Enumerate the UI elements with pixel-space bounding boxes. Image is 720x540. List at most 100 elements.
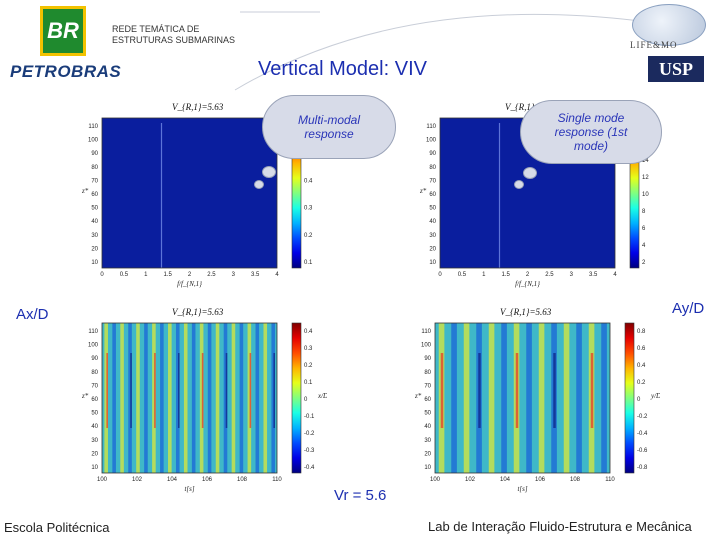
- colorbar-tick-label: 6: [642, 226, 646, 232]
- response-stripe: [576, 323, 582, 473]
- colorbar: [624, 322, 635, 474]
- x-tick-label: 1.5: [501, 272, 510, 278]
- y-tick-label: 100: [426, 138, 437, 144]
- colorbar-tick-label: 0.2: [304, 363, 313, 369]
- usp-logo: USP: [648, 56, 704, 82]
- y-tick-label: 60: [91, 397, 98, 403]
- x-tick-label: 0.5: [458, 272, 467, 278]
- colorbar-tick-label: 0: [304, 397, 308, 403]
- response-stripe: [128, 323, 132, 473]
- response-stripe: [215, 323, 220, 473]
- footer-school: Escola Politécnica: [4, 520, 110, 535]
- x-tick-label: 102: [132, 477, 143, 483]
- x-tick-label: 0: [438, 272, 442, 278]
- x-tick-label: 108: [570, 477, 581, 483]
- plot-bottom-right: V_{R,1}=5.63 110 100 90 80 70 60 50 40 30 20 10 100…: [405, 305, 660, 500]
- plot-frame: [101, 117, 278, 269]
- plot-svg: 110 100 90 80 70 60 50 40 30 20 10 100 102 104 106 108 1…: [414, 322, 660, 493]
- response-peak: [553, 353, 556, 428]
- response-peak: [440, 353, 444, 428]
- x-tick-label: 3.5: [251, 272, 260, 278]
- response-stripe: [451, 323, 457, 473]
- page-title: Vertical Model: VIV: [258, 58, 427, 81]
- reduced-velocity-label: Vr = 5.6: [334, 487, 387, 504]
- response-stripe: [463, 323, 470, 473]
- response-peak: [201, 353, 204, 428]
- page-title-prefix: Vertical Model:: [258, 58, 395, 80]
- colorbar-tick-label: 12: [642, 175, 649, 181]
- y-tick-label: 10: [91, 465, 98, 471]
- page-title-highlight: VIV: [394, 58, 427, 80]
- x-tick-label: 1: [144, 272, 148, 278]
- callout-bubble: [514, 180, 524, 189]
- response-stripe: [271, 323, 276, 473]
- x-tick-label: 110: [605, 477, 615, 483]
- response-stripe: [104, 323, 108, 473]
- colorbar-tick-label: 0.3: [304, 346, 313, 352]
- plot-frame: [434, 322, 611, 474]
- x-tick-label: 1: [482, 272, 486, 278]
- colorbar-tick-label: -0.2: [637, 414, 648, 420]
- response-stripe: [255, 323, 260, 473]
- response-stripe: [563, 323, 570, 473]
- response-stripe: [223, 323, 228, 473]
- callout-text: Single mode response (1st mode): [554, 111, 628, 153]
- response-stripe: [136, 323, 140, 473]
- response-stripe: [191, 323, 196, 473]
- callout-bubble: [254, 180, 264, 189]
- y-tick-label: 20: [424, 451, 431, 457]
- y-tick-label: 40: [424, 424, 431, 430]
- y-tick-label: 30: [91, 233, 98, 239]
- single-mode-callout: Single mode response (1st mode): [520, 100, 662, 164]
- plot-bottom-left: V_{R,1}=5.63 110 100 90 80 70 60 50 40 30 20 10 100…: [72, 305, 327, 500]
- y-axis-label: z*: [81, 187, 89, 195]
- colorbar-tick-label: 10: [642, 192, 649, 198]
- x-axis-label: f/f_{N,1}: [515, 280, 540, 288]
- y-tick-label: 60: [91, 192, 98, 198]
- y-tick-label: 70: [424, 383, 431, 389]
- brand-name: PETROBRAS: [10, 62, 122, 81]
- y-tick-label: 80: [91, 370, 98, 376]
- response-stripe: [168, 323, 172, 473]
- x-tick-label: 110: [272, 477, 282, 483]
- colorbar-label: x/D: [317, 392, 327, 400]
- colorbar-tick-label: 2: [642, 260, 646, 266]
- colorbar-tick-label: 0.4: [304, 178, 313, 184]
- response-stripe: [247, 323, 252, 473]
- colorbar-tick-label: 14: [642, 158, 649, 164]
- response-stripe: [207, 323, 212, 473]
- response-stripe: [501, 323, 507, 473]
- logo-text: BR: [47, 18, 79, 43]
- colorbar-tick-label: 0.4: [304, 329, 313, 335]
- response-peak: [249, 353, 252, 428]
- y-tick-label: 50: [91, 411, 98, 417]
- response-peak: [515, 353, 519, 428]
- x-tick-label: 100: [430, 477, 441, 483]
- x-tick-label: 3.5: [589, 272, 598, 278]
- colorbar-label: y/D: [650, 392, 660, 400]
- colorbar-tick-label: 0.1: [304, 380, 313, 386]
- plot-frame: [101, 322, 278, 474]
- x-tick-label: 2: [526, 272, 530, 278]
- y-tick-label: 50: [91, 206, 98, 212]
- response-peak: [225, 353, 228, 428]
- y-tick-label: 20: [91, 451, 98, 457]
- colorbar-tick-label: -0.3: [304, 448, 315, 454]
- plot-svg: 110 100 90 80 70 60 50 40 30 20 10 100 102 104 106 108 1…: [81, 322, 327, 493]
- plot-title: V_{R,1}=5.63: [500, 307, 552, 317]
- callout-text: Multi-modal response: [297, 113, 360, 141]
- colorbar-tick-label: 0: [637, 397, 641, 403]
- colorbar-tick-label: 0.6: [637, 346, 646, 352]
- x-tick-label: 106: [535, 477, 546, 483]
- plot-svg: 110 100 90 80 70 60 50 40 30 20 100 0.5 1 1.5 2 2.5 3 3.5…: [81, 117, 313, 288]
- header-decoration: [234, 11, 701, 91]
- response-peak: [273, 353, 276, 428]
- x-tick-label: 2.5: [207, 272, 216, 278]
- petrobras-logo: BR: [40, 6, 86, 56]
- colorbar-tick-label: -0.6: [637, 448, 648, 454]
- y-tick-label: 40: [91, 424, 98, 430]
- y-tick-label: 80: [91, 165, 98, 171]
- y-tick-label: 60: [429, 192, 436, 198]
- colorbar-tick-label: 0.2: [637, 380, 646, 386]
- y-tick-label: 20: [91, 246, 98, 252]
